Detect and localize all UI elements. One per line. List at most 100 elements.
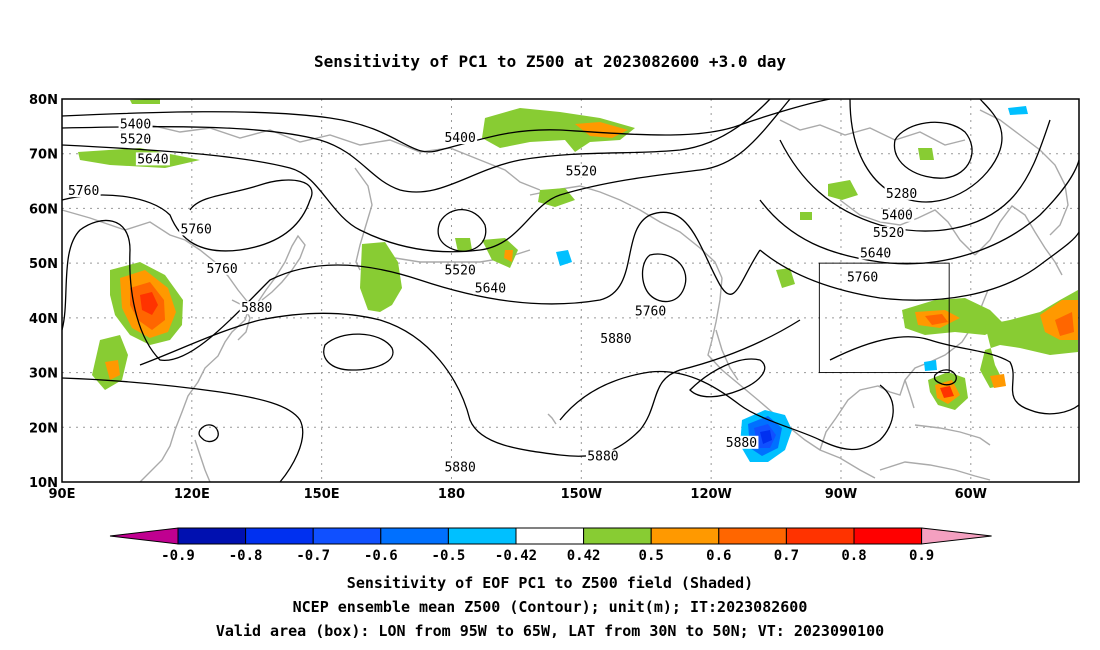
- z500-contours: [61, 98, 1080, 483]
- contour-label-bg: [845, 270, 880, 284]
- colorbar-segment: [718, 527, 787, 545]
- coast-japan: [249, 234, 306, 313]
- contour-label-bg: [473, 281, 508, 295]
- contour-label-bg: [858, 246, 893, 260]
- lat-tick-label: 10N: [29, 476, 58, 491]
- contour-label-bg: [118, 132, 153, 146]
- colorbar-segment: [245, 527, 314, 545]
- lat-tick-label: 40N: [29, 312, 58, 327]
- contour-label-bg: [585, 449, 620, 463]
- contour-5880-ne: [829, 336, 1080, 415]
- lon-tick-label: 90W: [825, 487, 857, 502]
- coast-hawaii: [547, 413, 557, 425]
- contour-5640-ne: [759, 159, 1080, 265]
- colorbar-segment: [447, 527, 517, 545]
- shade-pos-dark: [925, 314, 948, 325]
- contour-5880-sw: [61, 377, 304, 483]
- contour-label-bg: [633, 304, 668, 318]
- shade-neg-blue: [556, 250, 572, 266]
- contour-5760-main: [61, 211, 761, 361]
- shade-neg-blue: [924, 360, 937, 371]
- contour-labels: 5400552056405760576057605880540055205520…: [66, 117, 919, 475]
- contour-label-bg: [66, 184, 101, 198]
- contour-label: 5880: [726, 436, 757, 451]
- contour-5880-loop3: [198, 424, 219, 443]
- lat-tick-label: 80N: [29, 93, 58, 108]
- contour-label-bg: [598, 331, 633, 345]
- contour-label-bg: [443, 131, 478, 145]
- contour-label: 5280: [886, 187, 917, 202]
- map-frame: [61, 98, 1080, 483]
- contour-label: 5520: [566, 164, 597, 179]
- coast-alaska: [529, 185, 723, 279]
- colorbar-segment: [853, 527, 923, 545]
- caption-shading: Sensitivity of EOF PC1 to Z500 field (Sh…: [346, 574, 754, 592]
- coast-kamchatka: [354, 167, 373, 271]
- contour-label: 5760: [206, 262, 237, 277]
- contour-5520-closed: [437, 209, 487, 252]
- colorbar-label: -0.5: [432, 548, 466, 564]
- shade-pos-red: [940, 386, 954, 398]
- contour-5880-loop2: [689, 358, 766, 398]
- valid-area-box: [818, 262, 950, 374]
- contour-label-bg: [135, 152, 170, 166]
- lat-tick-label: 60N: [29, 202, 58, 217]
- shade-pos-orange: [105, 360, 120, 380]
- contour-label: 5520: [873, 226, 904, 241]
- colorbar-label: 0.7: [774, 548, 799, 564]
- contour-label: 5640: [475, 282, 506, 297]
- colorbar-arrow-low: [109, 527, 179, 545]
- contour-label-bg: [443, 263, 478, 277]
- contour-label-bg: [724, 435, 759, 449]
- map-background: [62, 99, 1079, 482]
- colorbar-label: -0.9: [161, 548, 195, 564]
- shade-pos-orange: [990, 374, 1006, 388]
- contour-label: 5760: [68, 184, 99, 199]
- colorbar-segment: [312, 527, 382, 545]
- lon-tick-label: 90E: [49, 487, 76, 502]
- contour-label: 5880: [600, 332, 631, 347]
- contour-label: 5880: [587, 449, 618, 464]
- lon-tick-label: 60W: [955, 487, 987, 502]
- shade-pos-dark: [1055, 312, 1074, 336]
- shade-pos-orange: [504, 250, 513, 262]
- contour-label-bg: [884, 186, 919, 200]
- colorbar-label: 0.42: [567, 548, 601, 564]
- lat-tick-label: 20N: [29, 421, 58, 436]
- shade-pos-green: [776, 268, 795, 288]
- colorbar-segment: [515, 527, 585, 545]
- contour-label-bg: [880, 208, 915, 222]
- lon-tick-labels: 90E 120E 150E 180 150W 120W 90W 60W: [49, 487, 988, 502]
- caption-valid-area: Valid area (box): LON from 95W to 65W, L…: [215, 622, 885, 640]
- colorbar-segment: [380, 527, 449, 545]
- lat-tick-label: 70N: [29, 148, 58, 163]
- contour-label-bg: [239, 301, 274, 315]
- contour-5520-ne: [779, 119, 1051, 232]
- coastlines: [61, 109, 1069, 483]
- lon-tick-label: 150E: [304, 487, 340, 502]
- contour-label: 5400: [120, 117, 151, 132]
- shade-pos-green: [918, 148, 934, 160]
- shade-pos-green: [828, 180, 858, 200]
- contour-label: 5760: [847, 271, 878, 286]
- colorbar-label: 0.9: [909, 548, 934, 564]
- shade-pos-orange: [575, 122, 628, 138]
- shade-pos-red: [140, 292, 158, 315]
- colorbar-segment: [785, 527, 855, 545]
- contour-5760-loop: [641, 253, 687, 303]
- shade-neg-blue: [760, 430, 772, 444]
- contour-label: 5760: [635, 304, 666, 319]
- colorbar-label: -0.42: [495, 548, 537, 564]
- contour-label: 5880: [241, 301, 272, 316]
- contour-5880-florida: [933, 369, 957, 386]
- colorbar-arrow-high: [921, 527, 992, 545]
- contour-5280: [893, 121, 973, 179]
- coast-florida: [904, 379, 915, 409]
- contour-5880-sub: [559, 370, 894, 451]
- coast-hudson: [839, 199, 976, 256]
- lon-tick-label: 150W: [561, 487, 602, 502]
- contour-5400-ne: [849, 98, 1003, 203]
- map-title: Sensitivity of PC1 to Z500 at 2023082600…: [314, 52, 786, 71]
- contour-label: 5400: [882, 209, 913, 224]
- colorbar: -0.9 -0.8 -0.7 -0.6 -0.5 -0.42 0.42 0.5 0.6 0.7 0.…: [109, 527, 992, 564]
